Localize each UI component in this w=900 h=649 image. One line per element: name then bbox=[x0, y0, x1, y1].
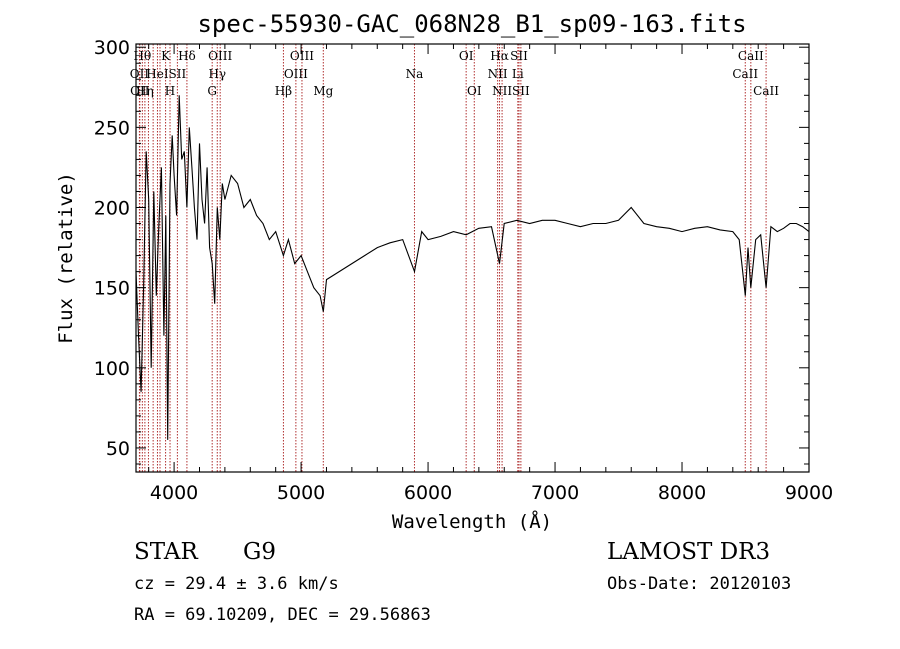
spectral-line-label: CaII bbox=[753, 84, 779, 98]
chart-title: spec-55930-GAC_068N28_B1_sp09-163.fits bbox=[197, 10, 746, 38]
x-tick-label: 6000 bbox=[404, 482, 452, 504]
observation-date: Obs-Date: 20120103 bbox=[607, 574, 791, 594]
x-tick-label: 4000 bbox=[150, 482, 198, 504]
spectral-line-label: SII bbox=[512, 84, 530, 98]
spectral-line-label: OIII bbox=[290, 49, 314, 63]
spectral-line-label: NII bbox=[492, 84, 512, 98]
spectral-line-label: OII bbox=[130, 67, 150, 81]
y-tick-label: 150 bbox=[94, 278, 130, 300]
spectral-line-label: OIII bbox=[284, 67, 308, 81]
x-tick-label: 8000 bbox=[658, 482, 706, 504]
x-axis-ticks: 4000 5000 6000 7000 8000 9000 bbox=[148, 44, 833, 504]
spectral-line-label: G bbox=[207, 84, 217, 98]
spectral-line-label: Hθ bbox=[133, 49, 151, 63]
y-tick-label: 300 bbox=[94, 37, 130, 59]
spectral-line-label: OI bbox=[459, 49, 474, 63]
spectral-line-label: CaII bbox=[738, 49, 764, 63]
y-axis-label: Flux (relative) bbox=[55, 172, 77, 344]
spectral-line-labels: OII OII Hθ Hη HeI K H SII Hδ G Hγ OIII Hβ OIII OIII Mg N… bbox=[130, 49, 779, 98]
survey-name: LAMOST DR3 bbox=[607, 539, 770, 565]
spectral-line-label: K bbox=[161, 49, 171, 63]
spectral-line-label: OIII bbox=[208, 49, 232, 63]
x-tick-label: 9000 bbox=[785, 482, 833, 504]
spectral-line-label: Hγ bbox=[208, 67, 226, 81]
spectral-line-label: OII bbox=[130, 84, 150, 98]
spectral-line-label: HeI bbox=[146, 67, 169, 81]
spectral-line-label: Hη bbox=[136, 84, 154, 98]
spectrum-series-line bbox=[135, 95, 810, 440]
spectral-line-label: H bbox=[165, 84, 175, 98]
y-tick-label: 200 bbox=[94, 198, 130, 220]
y-tick-label: 50 bbox=[106, 438, 130, 460]
y-axis-ticks: 50 100 150 200 250 300 bbox=[94, 37, 809, 465]
spectral-line-label: Hδ bbox=[178, 49, 196, 63]
plot-frame bbox=[135, 43, 810, 473]
spectral-line-label: SII bbox=[510, 49, 528, 63]
spectral-line-label: Hβ bbox=[275, 84, 292, 98]
spectral-line-label: SII bbox=[169, 67, 187, 81]
spectral-line-label: CaII bbox=[732, 67, 758, 81]
spectral-line-label: OI bbox=[467, 84, 482, 98]
object-subclass: G9 bbox=[243, 539, 276, 565]
object-class: STAR bbox=[134, 539, 198, 565]
sky-coordinates: RA = 69.10209, DEC = 29.56863 bbox=[134, 605, 431, 625]
redshift-velocity: cz = 29.4 ± 3.6 km/s bbox=[134, 574, 339, 594]
spectral-line-label: Na bbox=[406, 67, 424, 81]
spectral-line-label: Hα bbox=[490, 49, 509, 63]
spectral-line-label: Li bbox=[512, 67, 524, 81]
x-tick-label: 7000 bbox=[531, 482, 579, 504]
y-tick-label: 100 bbox=[94, 358, 130, 380]
x-axis-label: Wavelength (Å) bbox=[392, 510, 552, 533]
y-tick-label: 250 bbox=[94, 117, 130, 139]
x-tick-label: 5000 bbox=[277, 482, 325, 504]
spectral-line-label: NII bbox=[488, 67, 508, 81]
spectral-line-label: Mg bbox=[313, 84, 333, 98]
spectral-line-markers bbox=[138, 44, 767, 472]
